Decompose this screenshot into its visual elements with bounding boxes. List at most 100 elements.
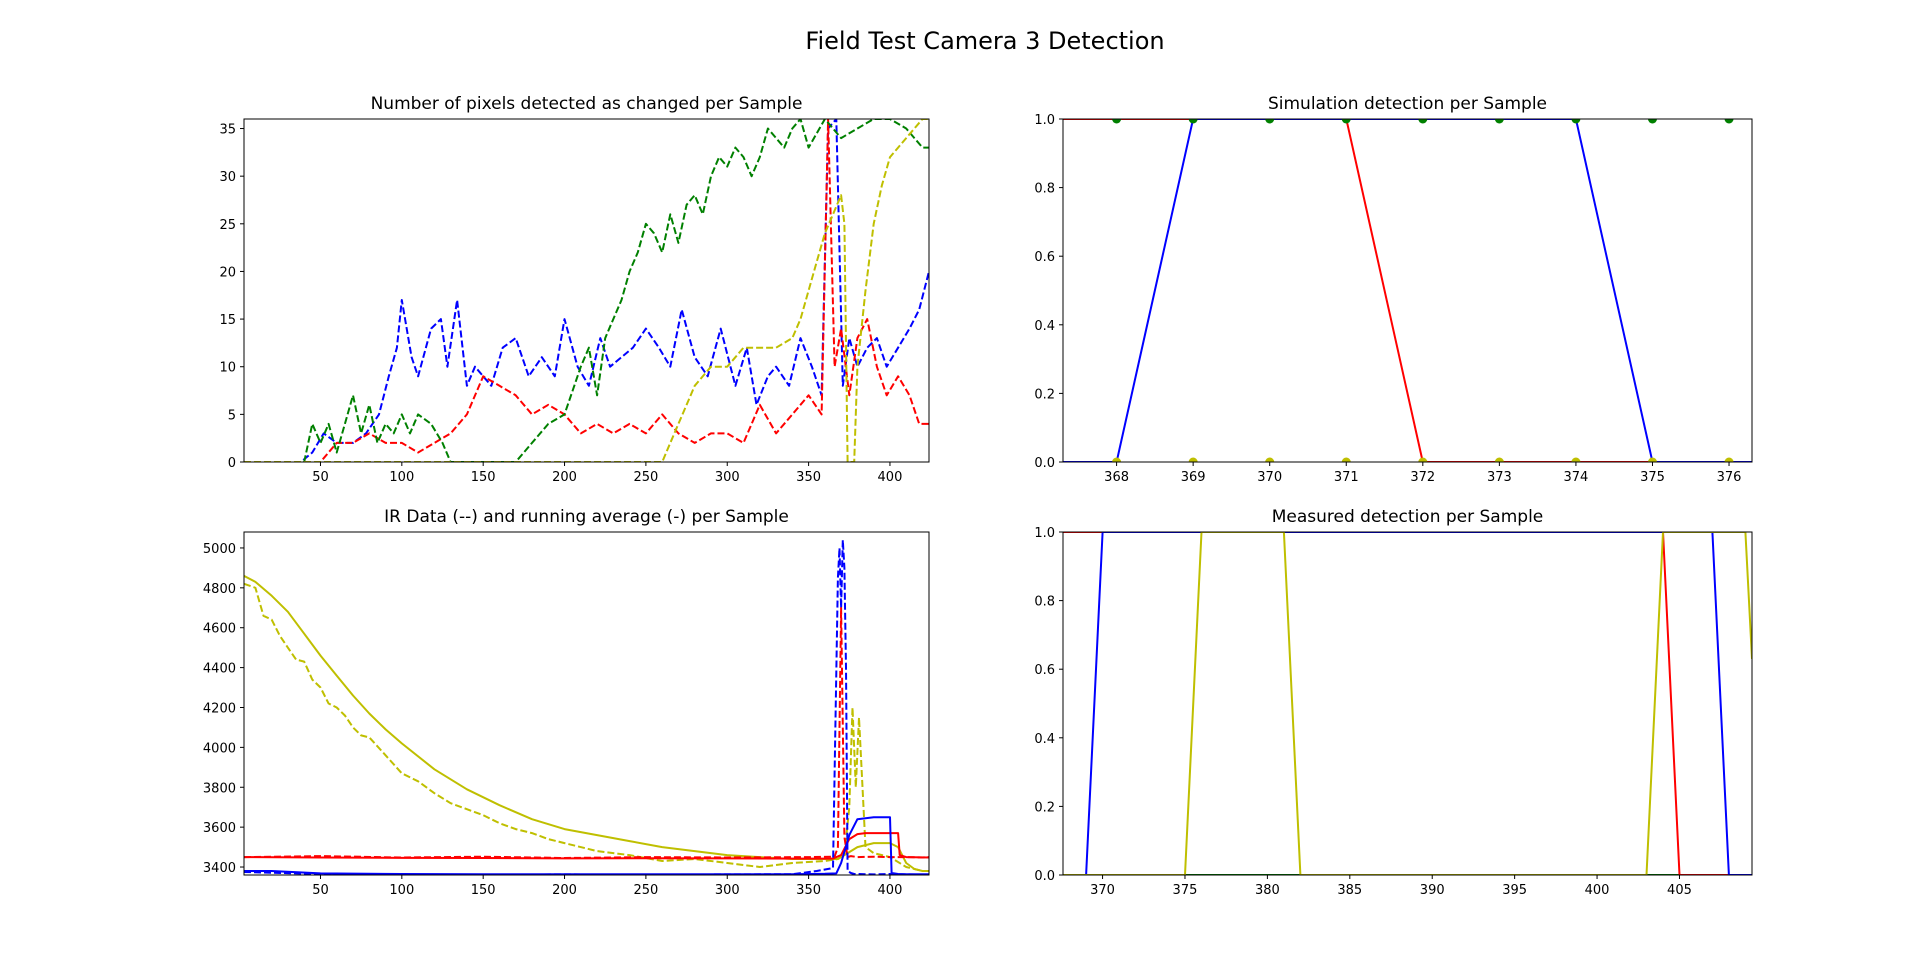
y-tick-label: 5 [228, 408, 236, 423]
x-tick-label: 369 [1181, 470, 1206, 485]
y-tick-label: 0.6 [1034, 250, 1055, 265]
plot-area [244, 539, 929, 875]
y-tick-label: 4600 [203, 622, 236, 637]
x-tick-label: 385 [1337, 883, 1362, 898]
x-tick-label: 400 [878, 883, 903, 898]
x-tick-label: 200 [552, 883, 577, 898]
y-tick-label: 1.0 [1034, 526, 1055, 541]
plot-ir-data: IR Data (--) and running average (-) per… [203, 507, 930, 898]
x-tick-label: 400 [1585, 883, 1610, 898]
series-marker [1494, 119, 1504, 124]
x-tick-label: 380 [1255, 883, 1280, 898]
y-tick-label: 0.2 [1034, 387, 1055, 402]
x-tick-label: 100 [389, 883, 414, 898]
y-tick-label: 0.6 [1034, 663, 1055, 678]
series-line [1063, 119, 1752, 462]
plot-pixels-changed: Number of pixels detected as changed per… [219, 94, 930, 485]
x-tick-label: 390 [1420, 883, 1445, 898]
series-line [1063, 532, 1752, 875]
series-marker [1647, 119, 1657, 124]
series-line [1063, 532, 1752, 875]
series-line [244, 119, 929, 462]
series-line [244, 119, 929, 462]
x-tick-label: 368 [1104, 470, 1129, 485]
x-tick-label: 250 [633, 470, 658, 485]
y-tick-label: 0.8 [1034, 182, 1055, 197]
series-marker [1571, 119, 1581, 124]
y-tick-label: 0.0 [1034, 456, 1055, 471]
series-marker [1341, 119, 1351, 124]
series-line [244, 832, 929, 860]
series-marker [1188, 457, 1198, 462]
y-tick-label: 25 [219, 218, 236, 233]
plot-title: Simulation detection per Sample [1268, 94, 1547, 114]
series-line [244, 582, 929, 872]
series-marker [1418, 119, 1428, 124]
x-tick-label: 376 [1717, 470, 1742, 485]
y-tick-label: 4200 [203, 701, 236, 716]
y-tick-label: 1.0 [1034, 113, 1055, 128]
y-tick-label: 4800 [203, 582, 236, 597]
series-line [244, 119, 929, 462]
y-tick-label: 35 [219, 123, 236, 138]
axes-frame [243, 531, 930, 876]
y-tick-label: 5000 [203, 542, 236, 557]
x-tick-label: 370 [1090, 883, 1115, 898]
series-marker [1188, 119, 1198, 124]
series-marker [1112, 119, 1122, 124]
figure-title: Field Test Camera 3 Detection [805, 27, 1164, 55]
series-line [244, 606, 929, 859]
axes-frame [243, 118, 930, 463]
series-marker [1112, 457, 1122, 462]
x-tick-label: 405 [1667, 883, 1692, 898]
y-tick-label: 3400 [203, 861, 236, 876]
series-marker [1724, 119, 1734, 124]
series-line [244, 119, 929, 462]
axes-frame [1062, 118, 1753, 463]
x-tick-label: 150 [471, 470, 496, 485]
series-line [244, 539, 929, 875]
plot-measured-detection: Measured detection per Sample 370 375 380 38… [1034, 507, 1753, 898]
series-marker [1494, 457, 1504, 462]
x-tick-label: 250 [633, 883, 658, 898]
x-tick-label: 371 [1334, 470, 1359, 485]
plot-area [1063, 119, 1752, 462]
plot-title: IR Data (--) and running average (-) per… [384, 507, 789, 527]
plot-title: Measured detection per Sample [1272, 507, 1544, 527]
plot-area [244, 119, 929, 462]
y-tick-label: 0.4 [1034, 319, 1055, 334]
y-tick-label: 4400 [203, 662, 236, 677]
x-tick-label: 374 [1564, 470, 1589, 485]
axes-frame [1062, 531, 1753, 876]
y-tick-label: 0.2 [1034, 800, 1055, 815]
x-tick-label: 400 [878, 470, 903, 485]
y-tick-label: 3600 [203, 821, 236, 836]
plot-simulation-detection: Simulation detection per Sample 368 369 370… [1034, 94, 1753, 485]
y-tick-label: 0.4 [1034, 732, 1055, 747]
x-tick-label: 50 [312, 883, 329, 898]
x-tick-label: 200 [552, 470, 577, 485]
x-tick-label: 370 [1257, 470, 1282, 485]
series-marker [1265, 457, 1275, 462]
plot-title: Number of pixels detected as changed per… [371, 94, 803, 114]
x-tick-label: 372 [1410, 470, 1435, 485]
series-marker [1724, 457, 1734, 462]
y-tick-label: 10 [219, 361, 236, 376]
series-marker [1418, 457, 1428, 462]
plot-area [1063, 532, 1752, 875]
x-tick-label: 300 [715, 470, 740, 485]
x-tick-label: 300 [715, 883, 740, 898]
y-tick-label: 30 [219, 170, 236, 185]
series-marker [1265, 119, 1275, 124]
x-tick-label: 350 [796, 883, 821, 898]
y-tick-label: 3800 [203, 781, 236, 796]
x-tick-label: 50 [312, 470, 329, 485]
x-tick-label: 375 [1173, 883, 1198, 898]
y-tick-label: 0 [228, 456, 236, 471]
series-line [1063, 119, 1752, 462]
y-tick-label: 4000 [203, 741, 236, 756]
x-tick-label: 150 [471, 883, 496, 898]
series-line [244, 575, 929, 872]
series-marker [1647, 457, 1657, 462]
